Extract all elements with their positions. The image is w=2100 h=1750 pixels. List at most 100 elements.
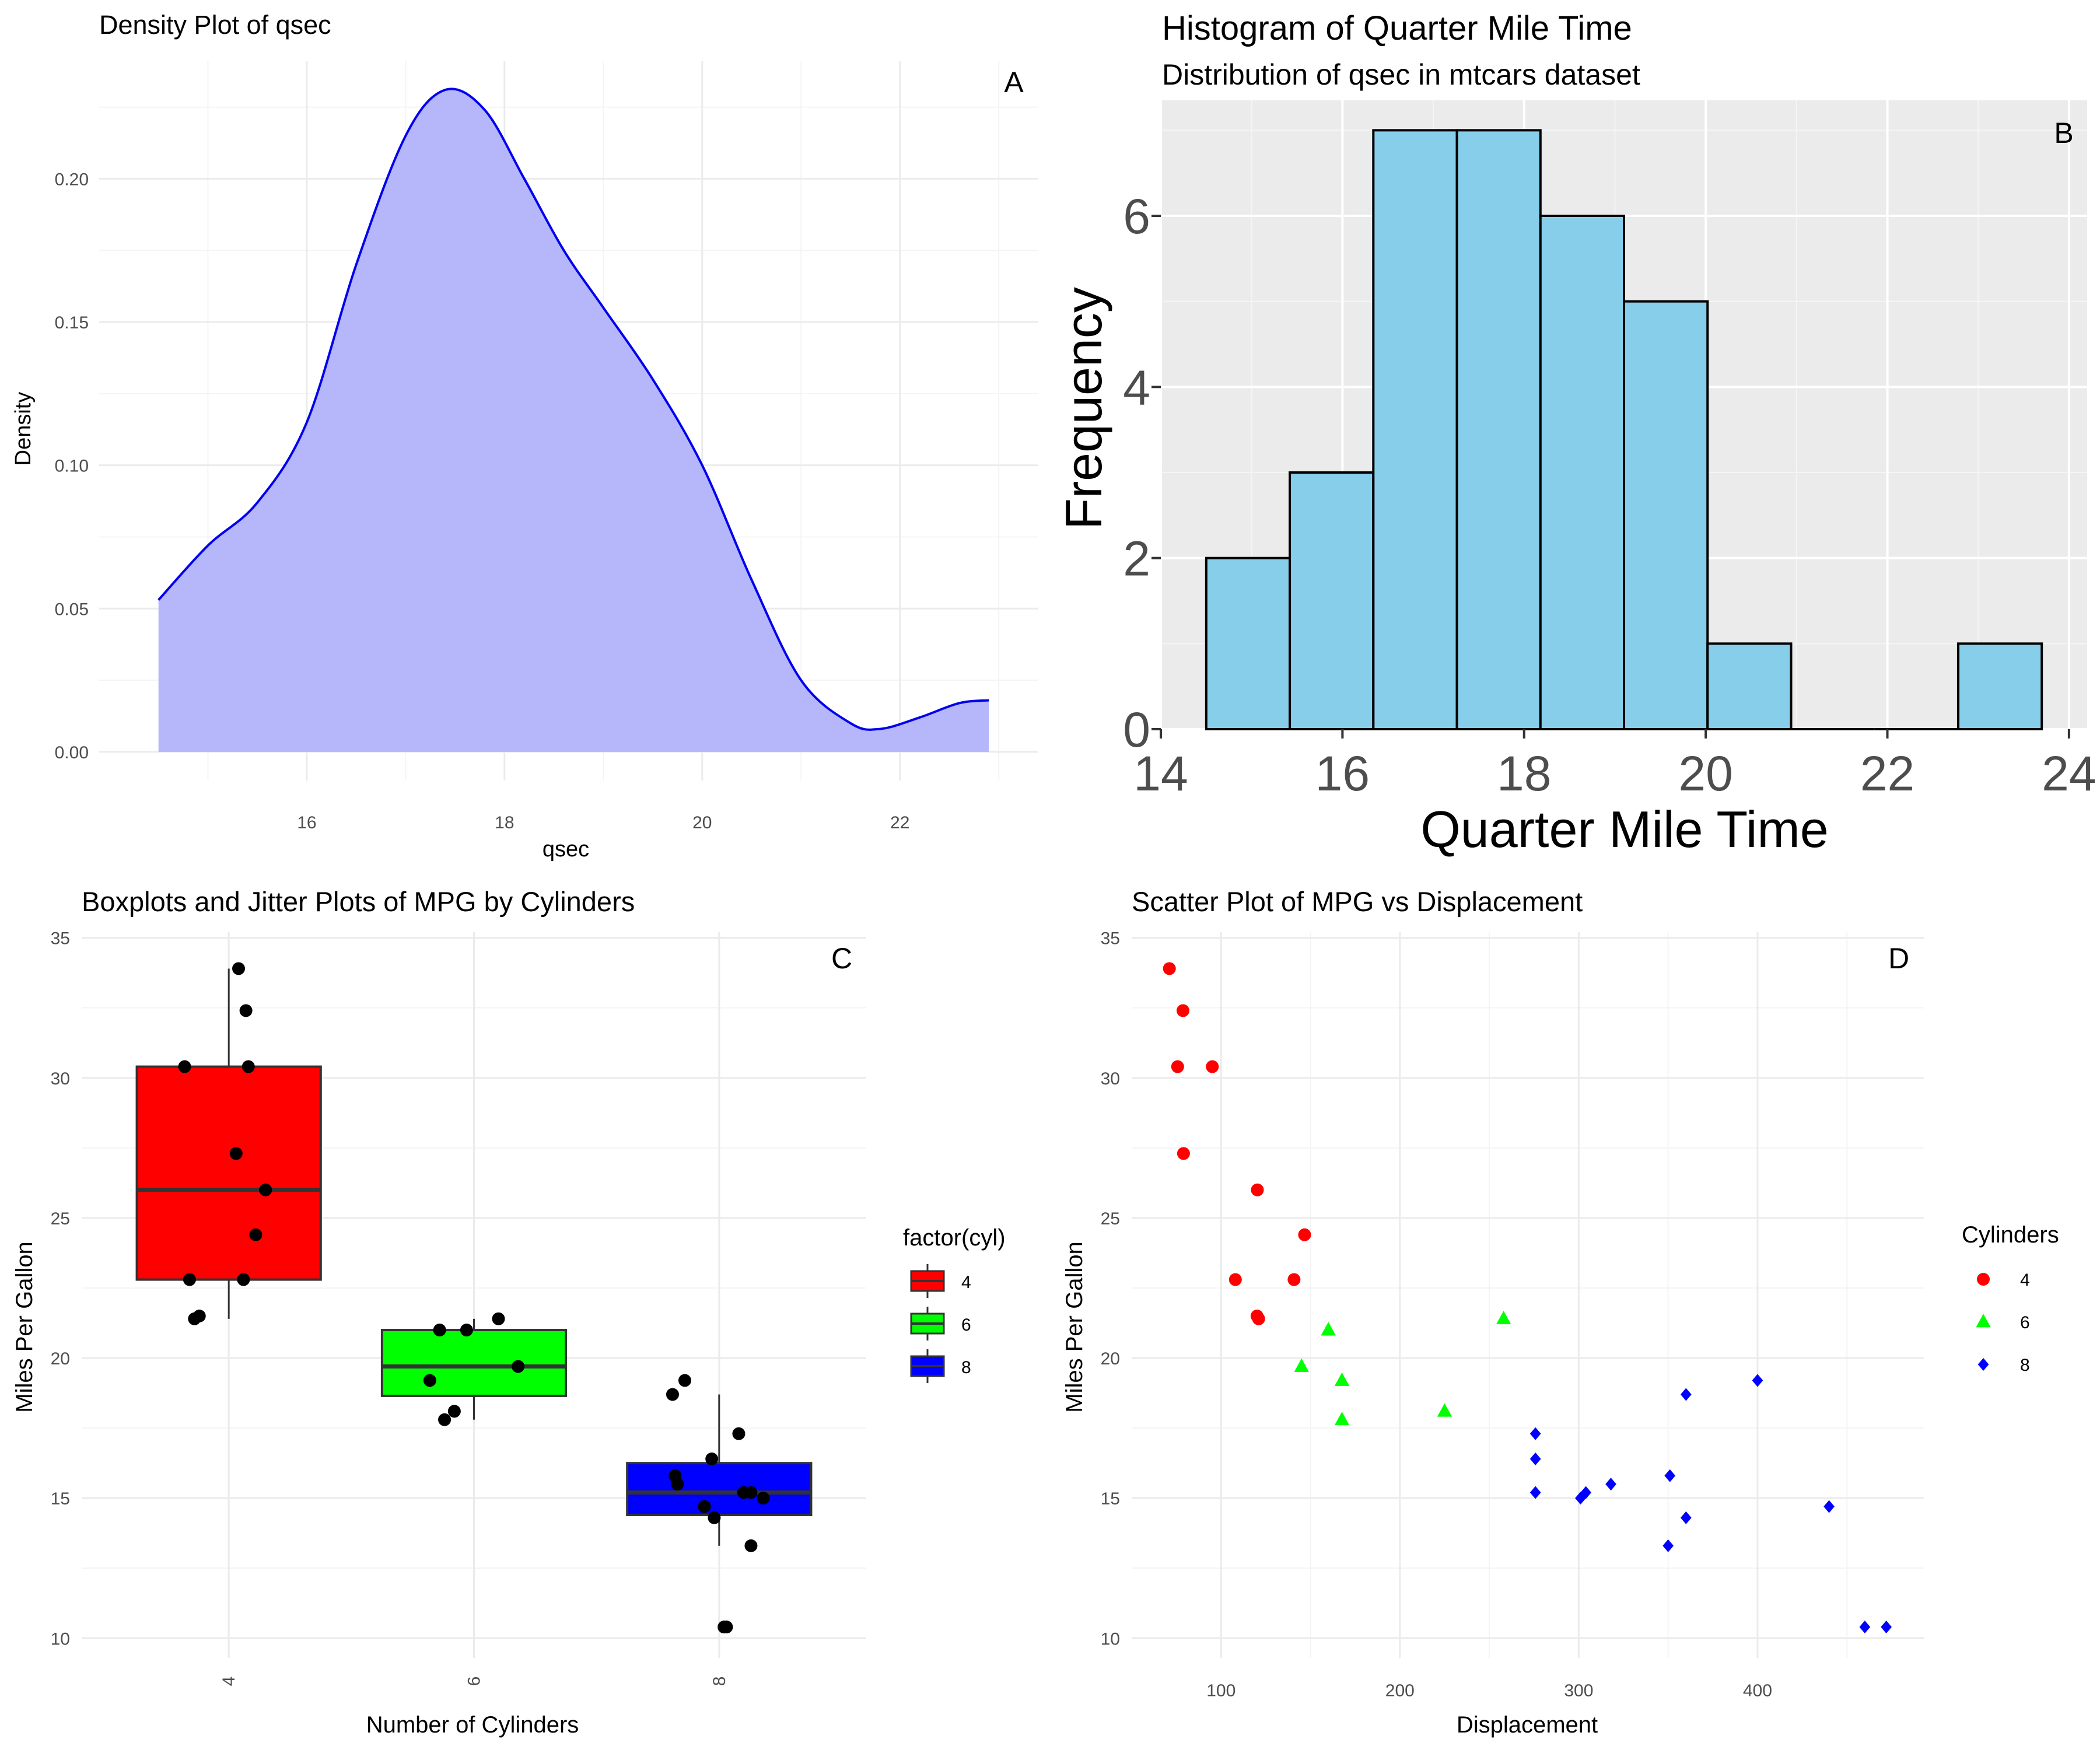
jitter-point [492,1312,505,1325]
density-y-tick-label: 0.15 [55,313,89,332]
density-line [158,88,989,731]
box-body-cyl-6 [380,1329,568,1397]
scatter-point-cyl-8 [1881,1620,1892,1634]
scatter-legend-key-cyl-8 [1978,1358,1989,1371]
scatter-point-cyl-4 [1176,1004,1189,1017]
scatter-points [1163,962,1892,1634]
histogram-panel: Histogram of Quarter Mile Time Distribut… [1055,9,2096,858]
scatter-y-tick-label: 35 [1101,929,1120,949]
boxplot-y-tick-label: 10 [51,1629,70,1648]
jitter-point [671,1478,684,1491]
scatter-x-tick-label: 400 [1743,1681,1772,1700]
boxplot-panel: Boxplots and Jitter Plots of MPG by Cyli… [12,886,1006,1738]
jitter-point [232,962,245,975]
histogram-x-tick-label: 22 [1860,746,1915,801]
histogram-x-tick-label: 16 [1315,746,1370,801]
boxplot-title: Boxplots and Jitter Plots of MPG by Cyli… [82,886,635,917]
histogram-bar [1623,300,1709,730]
jitter-point [438,1413,452,1426]
legend-label-cyl-8: 8 [961,1358,971,1377]
scatter-legend-label-cyl-6: 6 [2020,1313,2030,1332]
scatter-point-cyl-4 [1252,1312,1265,1325]
jitter-point [249,1228,262,1241]
histogram-tag: B [2054,117,2073,149]
boxplot-ticks: 4 6 8 10 15 20 25 30 35 [51,929,729,1686]
boxplot-legend-title: factor(cyl) [903,1225,1006,1251]
scatter-grid [1132,932,1924,1658]
histogram-bar [1455,129,1542,730]
boxplot-y-label: Miles Per Gallon [12,1241,37,1412]
histogram-bar [1372,129,1458,730]
scatter-legend-label-cyl-8: 8 [2020,1356,2030,1375]
scatter-legend-key-cyl-6 [1976,1314,1991,1328]
scatter-y-tick-label: 25 [1101,1209,1120,1228]
scatter-legend-label-cyl-4: 4 [2020,1270,2030,1290]
density-x-tick-label: 16 [297,813,316,832]
scatter-x-tick-label: 200 [1385,1681,1415,1700]
histogram-y-tick-label: 6 [1123,189,1150,244]
jitter-point [744,1486,758,1499]
scatter-legend-key-cyl-4 [1977,1273,1990,1286]
scatter-x-tick-label: 300 [1564,1681,1593,1700]
scatter-y-tick-label: 30 [1101,1069,1120,1088]
scatter-point-cyl-6 [1496,1311,1511,1325]
scatter-point-cyl-8 [1662,1539,1674,1552]
scatter-legend-items: 4 6 8 [1976,1270,2030,1375]
boxplot-y-tick-label: 20 [51,1349,70,1368]
density-x-tick-label: 22 [890,813,909,832]
scatter-point-cyl-8 [1859,1620,1871,1634]
jitter-point [229,1147,243,1160]
histogram-y-label: Frequency [1055,287,1112,530]
boxplot-legend-items: 4 6 8 [910,1264,971,1383]
scatter-point-cyl-4 [1177,1147,1190,1160]
scatter-x-label: Displacement [1457,1712,1598,1738]
scatter-point-cyl-8 [1680,1511,1692,1524]
density-y-tick-label: 0.20 [55,170,89,189]
scatter-point-cyl-4 [1251,1183,1264,1196]
scatter-panel: Scatter Plot of MPG vs Displacement 100 2… [1062,886,2059,1738]
legend-label-cyl-6: 6 [961,1315,971,1335]
jitter-point [242,1060,255,1073]
histogram-y-tick-label: 4 [1123,360,1150,415]
scatter-point-cyl-6 [1294,1358,1309,1372]
density-x-tick-label: 20 [692,813,712,832]
scatter-point-cyl-8 [1680,1388,1692,1401]
density-plot-panel: Density Plot of qsec A 16 18 20 22 0.00 0.05 0… [11,10,1038,862]
boxplot-x-label: Number of Cylinders [366,1712,579,1738]
scatter-point-cyl-6 [1321,1322,1336,1336]
boxplot-y-tick-label: 15 [51,1489,70,1508]
density-y-tick-label: 0.00 [55,743,89,762]
density-plot-tag: A [1004,66,1024,99]
density-plot-y-label: Density [11,392,36,466]
boxplot-x-tick-label: 8 [710,1676,729,1686]
boxplot-data [135,962,813,1634]
scatter-point-cyl-8 [1605,1478,1616,1491]
scatter-point-cyl-8 [1575,1492,1586,1505]
histogram-bar [1706,642,1793,731]
scatter-point-cyl-4 [1228,1273,1242,1286]
histogram-bar [1539,215,1625,730]
boxplot-x-tick-label: 4 [219,1676,239,1686]
histogram-x-label: Quarter Mile Time [1420,800,1828,858]
scatter-point-cyl-4 [1298,1228,1311,1241]
histogram-y-tick-label: 0 [1123,702,1150,757]
scatter-point-cyl-6 [1334,1411,1350,1426]
histogram-bar [1205,556,1292,731]
jitter-point [744,1539,758,1552]
boxplot-tag: C [831,942,852,975]
scatter-point-cyl-8 [1530,1486,1541,1499]
histogram-x-tick-label: 20 [1678,746,1732,801]
scatter-point-cyl-6 [1437,1403,1452,1417]
histogram-x-tick-label: 24 [2042,746,2096,801]
scatter-ticks: 100 200 300 400 10 15 20 25 30 35 [1101,929,1772,1700]
scatter-x-tick-label: 100 [1206,1681,1236,1700]
histogram-bars [1205,129,2043,731]
jitter-point [460,1324,473,1337]
box-body-cyl-4 [135,1065,322,1281]
jitter-point [423,1374,436,1387]
scatter-legend-title: Cylinders [1962,1222,2059,1248]
density-plot-title: Density Plot of qsec [99,10,331,40]
boxplot-y-tick-label: 25 [51,1209,70,1228]
scatter-point-cyl-8 [1824,1500,1835,1513]
